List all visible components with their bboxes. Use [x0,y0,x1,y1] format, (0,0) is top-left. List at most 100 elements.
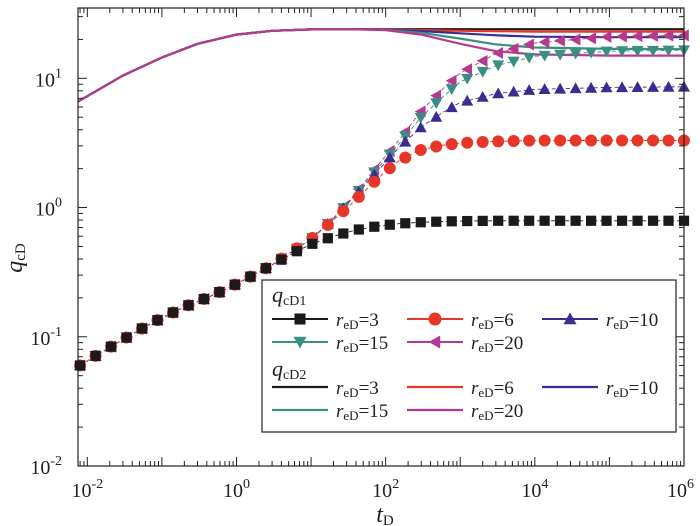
data-point [493,215,504,226]
data-point [476,54,488,67]
data-point [616,215,628,226]
data-point [321,218,334,231]
legend-group-title: qcD2 [272,356,306,383]
chart-marks [74,28,690,372]
data-point [538,134,551,147]
data-point [523,52,536,64]
legend-label: reD=20 [471,333,523,355]
data-point [414,112,427,124]
data-point [585,134,598,147]
legend-label: reD=6 [471,378,514,400]
data-point [477,215,488,227]
data-point [307,238,318,249]
legend-marker [428,312,442,326]
data-point [507,85,520,97]
data-point [461,136,474,149]
data-point [492,60,505,72]
data-point [415,217,426,228]
data-point [554,34,565,47]
data-point [662,134,675,147]
series-line [79,34,685,366]
x-axis-label: tD [376,502,394,526]
data-point [121,332,132,343]
y-tick-label: 101 [35,66,62,91]
data-point [538,50,551,62]
data-point [152,315,163,326]
data-point [554,82,567,94]
data-point [492,47,503,60]
data-point [524,215,535,226]
legend-label: reD=20 [471,401,523,423]
data-point [508,215,519,226]
data-point [492,135,505,148]
x-tick-label: 100 [223,477,250,502]
data-point [662,29,674,42]
data-point [368,175,381,188]
legend-label: reD=3 [336,310,379,332]
data-point [291,246,302,257]
legend-box [261,279,677,433]
data-point [523,134,536,147]
data-point [476,66,489,78]
data-point [430,140,443,153]
data-point [461,94,474,106]
data-point [600,46,613,58]
data-point [663,215,674,226]
series-line [79,49,685,366]
data-point [523,84,536,95]
data-point [476,136,489,149]
data-point [616,81,629,93]
data-point [430,110,443,122]
data-point [461,73,474,85]
data-point [461,63,473,76]
data-point [616,46,629,58]
data-point [555,215,566,226]
legend-label: reD=10 [606,310,658,332]
legend: qcD1 reD=3 reD=6 reD=10 reD=15 reD=20 qcD2 reD=… [261,279,677,433]
data-point [631,30,643,43]
data-point [446,216,457,227]
data-point [631,46,644,57]
x-axis-label-sub: D [383,513,394,526]
data-point [647,29,658,42]
data-point [585,215,597,226]
data-point [600,30,612,43]
data-point [585,32,596,45]
data-point [369,221,380,232]
y-axis: 10-2 10-1 100 101 [30,16,684,479]
data-point [90,350,101,362]
legend-marker [563,312,577,325]
data-point [647,215,659,226]
data-point [167,307,179,318]
data-point [276,254,287,265]
data-point [569,33,581,46]
data-point [383,151,396,163]
data-point [445,138,458,151]
data-point [569,48,582,60]
y-tick-label: 100 [35,196,62,221]
data-point [353,224,364,235]
plot-frame [77,7,685,467]
data-point [445,74,457,87]
data-point [523,38,534,51]
legend-marker [293,336,307,349]
data-point [214,287,225,298]
data-point [585,81,598,93]
data-point [538,36,550,49]
legend-marker [294,313,306,325]
y-axis-label: qcD [2,243,29,273]
data-point [554,134,567,147]
data-point [631,134,644,147]
data-point [570,215,581,226]
data-point [662,80,675,92]
data-point [538,83,551,94]
data-point [445,84,458,96]
data-point [399,135,412,147]
data-point [399,151,412,164]
data-point [554,49,567,61]
data-point [616,30,627,43]
data-point [322,233,333,244]
data-point [445,101,458,113]
data-point [569,82,582,94]
